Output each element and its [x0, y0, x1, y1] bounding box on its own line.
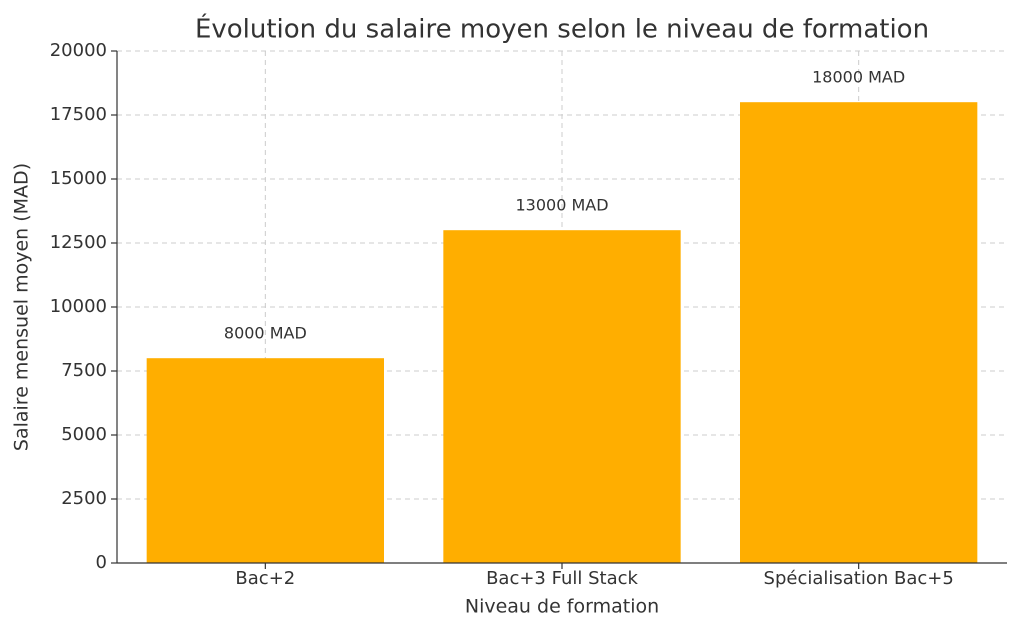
bar — [146, 358, 384, 563]
y-tick-label: 0 — [96, 552, 107, 573]
y-tick-label: 17500 — [50, 104, 107, 125]
chart-title: Évolution du salaire moyen selon le nive… — [195, 13, 929, 45]
bar — [443, 230, 681, 563]
x-tick-label: Bac+2 — [235, 568, 295, 589]
x-tick-label: Bac+3 Full Stack — [486, 568, 638, 589]
y-tick-label: 20000 — [50, 40, 107, 61]
y-tick-label: 10000 — [50, 296, 107, 317]
y-tick-label: 2500 — [61, 488, 107, 509]
y-tick-label: 12500 — [50, 232, 107, 253]
value-label: 18000 MAD — [812, 68, 905, 87]
value-label: 13000 MAD — [515, 196, 608, 215]
x-tick-label: Spécialisation Bac+5 — [764, 568, 954, 589]
bar — [740, 102, 978, 563]
value-label: 8000 MAD — [224, 324, 307, 343]
y-axis-label: Salaire mensuel moyen (MAD) — [11, 163, 33, 451]
x-axis-label: Niveau de formation — [465, 596, 659, 618]
y-tick-label: 5000 — [61, 424, 107, 445]
y-tick-label: 7500 — [61, 360, 107, 381]
y-tick-label: 15000 — [50, 168, 107, 189]
